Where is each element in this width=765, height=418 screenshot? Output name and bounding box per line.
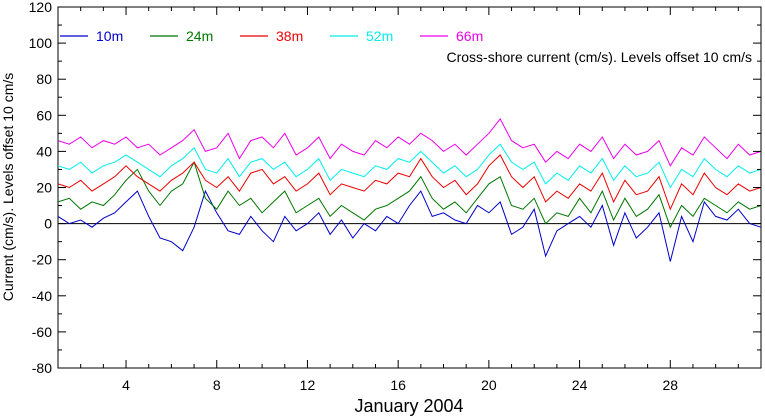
chart-annotation: Cross-shore current (cm/s). Levels offse…: [447, 49, 753, 65]
x-tick-label: 12: [300, 377, 316, 393]
y-tick-label: -80: [32, 360, 52, 376]
ticks-group: 4 8 12 16 20 24 28 -80 -60 -40 -20 0 20 40 60 80 100 120: [29, 0, 762, 393]
x-tick-label: 4: [122, 377, 130, 393]
legend: 10m 24m 38m 52m 66m: [60, 28, 483, 44]
x-tick-label: 20: [481, 377, 497, 393]
y-tick-label: 100: [29, 35, 53, 51]
legend-label-52m: 52m: [366, 28, 393, 44]
series-line-10m: [57, 189, 762, 262]
series-group: [57, 117, 762, 262]
x-tick-label: 24: [572, 377, 588, 393]
y-tick-label: 40: [36, 143, 52, 159]
series-line-24m: [57, 160, 762, 229]
x-tick-label: 16: [390, 377, 406, 393]
x-axis-title: January 2004: [354, 396, 463, 416]
y-tick-label: -40: [32, 288, 52, 304]
series-line-38m: [57, 154, 762, 211]
legend-label-38m: 38m: [276, 28, 303, 44]
legend-label-10m: 10m: [96, 28, 123, 44]
x-tick-label: 28: [663, 377, 679, 393]
legend-label-66m: 66m: [456, 28, 483, 44]
series-line-52m: [57, 143, 762, 189]
x-tick-label: 8: [213, 377, 221, 393]
y-tick-label: 60: [36, 107, 52, 123]
legend-label-24m: 24m: [186, 28, 213, 44]
y-tick-label: 20: [36, 180, 52, 196]
y-tick-label: 80: [36, 71, 52, 87]
y-tick-label: 0: [44, 216, 52, 232]
series-line-66m: [57, 117, 762, 167]
y-tick-label: 120: [29, 0, 53, 15]
y-axis-title: Current (cm/s). Levels offset 10 cm/s: [0, 73, 16, 301]
y-tick-label: -20: [32, 252, 52, 268]
y-tick-label: -60: [32, 324, 52, 340]
